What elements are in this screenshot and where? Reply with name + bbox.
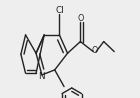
- Text: O: O: [91, 46, 97, 55]
- Text: O: O: [77, 14, 84, 23]
- Text: Cl: Cl: [56, 6, 64, 15]
- Text: N: N: [38, 72, 44, 81]
